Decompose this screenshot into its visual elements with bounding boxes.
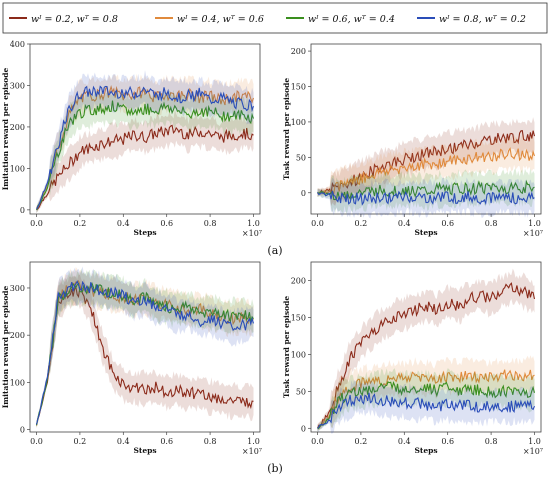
x-tick-label: 0.4 (398, 219, 411, 228)
legend-label-0: wᴵ = 0.2, wᵀ = 0.8 (31, 14, 118, 25)
series-line-2 (317, 381, 536, 430)
chart-panel-b-left: 0 100 200 300 0.0 0.2 0.4 0.6 0.8 1.0×10⁷ Steps Imi… (1, 261, 262, 456)
series-line-0 (35, 284, 254, 425)
series-band-3 (317, 379, 535, 434)
y-tick-label: 0 (20, 426, 25, 435)
x-tick-label: 0.8 (485, 437, 498, 446)
y-tick-label: 200 (291, 47, 306, 56)
series-line-1 (317, 147, 536, 196)
x-tick-label: 1.0 (528, 219, 541, 228)
x-axis-label: Steps (414, 228, 437, 237)
y-tick-label: 150 (291, 83, 306, 92)
chart-panel-a-right: 0 50 100 150 200 0.0 0.2 0.4 0.6 0.8 1.0×10⁷ Steps T… (282, 43, 543, 238)
y-tick-label: 300 (10, 81, 25, 90)
series-band-1 (36, 267, 254, 429)
legend-label-2: wᴵ = 0.6, wᵀ = 0.4 (308, 14, 395, 25)
series-line-3 (35, 280, 255, 425)
x-tick-label: 0.4 (117, 219, 130, 228)
x-tick-label: 0.4 (117, 437, 130, 446)
series-band-3 (317, 177, 535, 219)
x-tick-label: 0.2 (355, 219, 368, 228)
x-tick-label: 0.0 (311, 219, 324, 228)
y-tick-label: 200 (10, 123, 25, 132)
x-tick-label: 1.0 (247, 437, 260, 446)
x-tick-label: 0.0 (30, 437, 43, 446)
legend-label-3: wᴵ = 0.8, wᵀ = 0.2 (439, 14, 526, 25)
x-tick-label: 1.0 (528, 437, 541, 446)
series-band-0 (317, 268, 535, 432)
x-tick-label: 0.6 (441, 219, 454, 228)
series-line-0 (317, 282, 536, 429)
x-tick-label: 0.2 (74, 437, 87, 446)
series-line-3 (317, 190, 535, 206)
series-line-3 (317, 392, 536, 429)
y-tick-label: 0 (20, 206, 25, 215)
y-tick-label: 400 (10, 40, 25, 49)
y-tick-label: 100 (10, 378, 25, 387)
x-multiplier: ×10⁷ (242, 447, 262, 456)
plot-frame (310, 43, 542, 215)
y-tick-label: 200 (291, 276, 306, 285)
x-axis-label: Steps (414, 446, 437, 455)
x-tick-label: 0.4 (398, 437, 411, 446)
x-multiplier: ×10⁷ (523, 447, 543, 456)
series-band-3 (36, 266, 254, 428)
series-band-2 (36, 268, 254, 428)
y-axis-label: Task reward per episode (282, 78, 291, 181)
y-tick-label: 300 (10, 284, 25, 293)
x-tick-label: 0.6 (160, 437, 173, 446)
series-band-2 (317, 368, 535, 433)
x-tick-label: 0.2 (355, 437, 368, 446)
series-band-2 (36, 87, 254, 213)
series-line-0 (317, 129, 536, 195)
x-tick-label: 0.0 (311, 437, 324, 446)
y-tick-label: 100 (10, 164, 25, 173)
y-tick-label: 100 (291, 350, 306, 359)
series-line-0 (36, 124, 254, 211)
x-tick-label: 0.2 (74, 219, 87, 228)
series-band-0 (36, 274, 254, 428)
x-multiplier: ×10⁷ (523, 229, 543, 238)
series-band-3 (36, 70, 254, 214)
y-axis-label: Task reward per episode (282, 296, 291, 399)
caption-a: (a) (267, 244, 282, 257)
y-tick-label: 50 (296, 153, 306, 162)
x-tick-label: 0.8 (485, 219, 498, 228)
y-tick-label: 0 (301, 189, 306, 198)
x-tick-label: 0.0 (30, 219, 43, 228)
x-tick-label: 0.8 (204, 437, 217, 446)
y-tick-label: 150 (291, 313, 306, 322)
y-axis-label: Imitation reward per episode (1, 286, 10, 409)
chart-panel-b-right: 0 50 100 150 200 0.0 0.2 0.4 0.6 0.8 1.0×10⁷ Steps T… (282, 261, 543, 456)
y-tick-label: 0 (301, 424, 306, 433)
chart-panel-a-left: 0 100 200 300 400 0.0 0.2 0.4 0.6 0.8 1.0×10⁷ Steps… (1, 40, 262, 238)
legend: wᴵ = 0.2, wᵀ = 0.8 wᴵ = 0.4, wᵀ = 0.6 wᴵ… (2, 2, 548, 34)
x-axis-label: Steps (133, 228, 156, 237)
y-axis-label: Imitation reward per episode (1, 68, 10, 191)
caption-b: (b) (267, 462, 283, 475)
x-tick-label: 0.6 (441, 437, 454, 446)
legend-label-1: wᴵ = 0.4, wᵀ = 0.6 (177, 14, 264, 25)
x-multiplier: ×10⁷ (242, 229, 262, 238)
y-tick-label: 50 (296, 387, 306, 396)
series-line-2 (35, 100, 255, 211)
series-band-1 (36, 73, 254, 215)
x-tick-label: 0.6 (160, 219, 173, 228)
y-tick-label: 100 (291, 118, 306, 127)
plot-frame (29, 261, 261, 433)
x-tick-label: 0.8 (204, 219, 217, 228)
y-tick-label: 200 (10, 331, 25, 340)
x-tick-label: 1.0 (247, 219, 260, 228)
legend-box (2, 2, 548, 34)
x-axis-label: Steps (133, 446, 156, 455)
series-line-3 (36, 85, 255, 210)
